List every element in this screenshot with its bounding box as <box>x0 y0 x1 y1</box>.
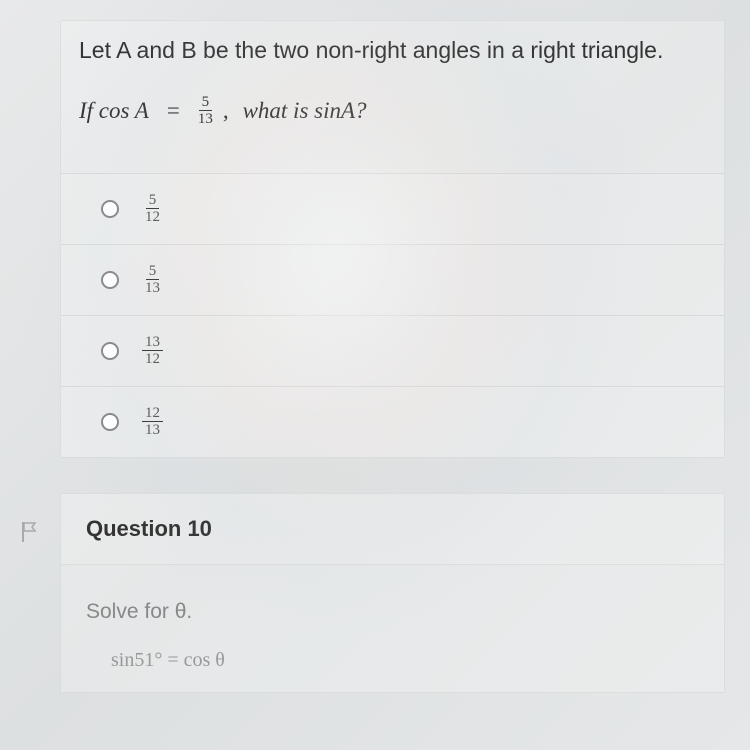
equals-sign: = <box>167 98 180 124</box>
option-fraction: 12 13 <box>142 405 163 439</box>
option-den: 12 <box>142 351 163 368</box>
what-is-text: what is sinA? <box>243 98 367 124</box>
fraction-denominator: 13 <box>195 111 216 128</box>
radio-icon <box>101 200 119 218</box>
option-num: 12 <box>142 405 163 423</box>
option-4[interactable]: 12 13 <box>61 386 724 457</box>
radio-icon <box>101 342 119 360</box>
option-num: 13 <box>142 334 163 352</box>
quiz-content: Let A and B be the two non-right angles … <box>0 0 750 693</box>
question-10-header: Question 10 <box>60 493 725 565</box>
option-fraction: 5 12 <box>142 192 163 226</box>
radio-icon <box>101 271 119 289</box>
question-10-title: Question 10 <box>86 516 699 542</box>
option-2[interactable]: 5 13 <box>61 244 724 315</box>
option-num: 5 <box>146 263 160 281</box>
option-den: 13 <box>142 422 163 439</box>
option-3[interactable]: 13 12 <box>61 315 724 386</box>
question-prompt: Let A and B be the two non-right angles … <box>61 21 724 86</box>
fraction-numerator: 5 <box>199 94 213 112</box>
comma: , <box>223 98 229 124</box>
question-math: If cos A = 5 13 , what is sinA? <box>61 86 724 158</box>
flag-icon[interactable] <box>19 520 39 544</box>
question-10-body: Solve for θ. sin51° = cos θ <box>60 565 725 693</box>
option-fraction: 5 13 <box>142 263 163 297</box>
question-9-card: Let A and B be the two non-right angles … <box>60 20 725 458</box>
answer-options: 5 12 5 13 13 12 1 <box>61 173 724 457</box>
equation-text: sin51° = cos θ <box>86 649 699 672</box>
option-1[interactable]: 5 12 <box>61 173 724 244</box>
radio-icon <box>101 413 119 431</box>
if-cos-text: If cos A <box>79 98 149 124</box>
fraction-5-13: 5 13 <box>195 94 216 128</box>
option-num: 5 <box>146 192 160 210</box>
option-den: 12 <box>142 209 163 226</box>
solve-prompt: Solve for θ. <box>86 600 699 624</box>
option-den: 13 <box>142 280 163 297</box>
option-fraction: 13 12 <box>142 334 163 368</box>
